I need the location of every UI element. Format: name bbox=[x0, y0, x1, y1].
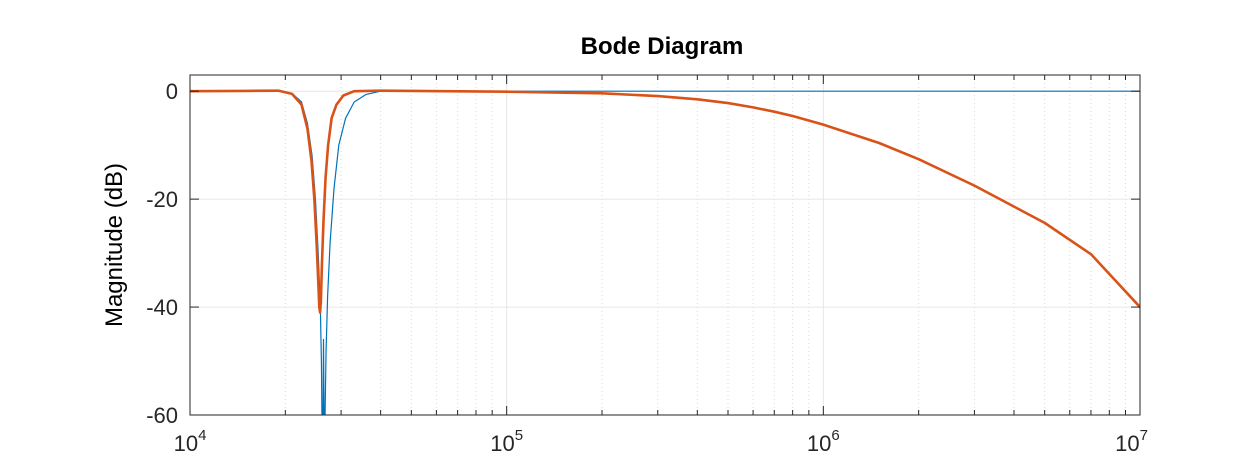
x-tick-label: 105 bbox=[490, 427, 523, 456]
chart-title: Bode Diagram bbox=[581, 33, 744, 60]
x-tick-label: 107 bbox=[1115, 427, 1148, 456]
y-tick-label: 0 bbox=[166, 79, 178, 104]
plot-area bbox=[190, 75, 1140, 415]
y-tick-label: -60 bbox=[146, 403, 178, 428]
y-tick-label: -20 bbox=[146, 187, 178, 212]
plot-frame bbox=[189, 74, 1141, 416]
tick-layer: 104 105 106 107 0 -20 -40 -60 bbox=[146, 75, 1148, 456]
x-tick-label: 106 bbox=[807, 427, 840, 456]
series-layer bbox=[190, 89, 1140, 415]
y-axis-label: Magnitude (dB) bbox=[101, 163, 128, 327]
series-line-2 bbox=[190, 89, 1140, 314]
y-tick-label: -40 bbox=[146, 295, 178, 320]
x-tick-label: 104 bbox=[174, 427, 207, 456]
